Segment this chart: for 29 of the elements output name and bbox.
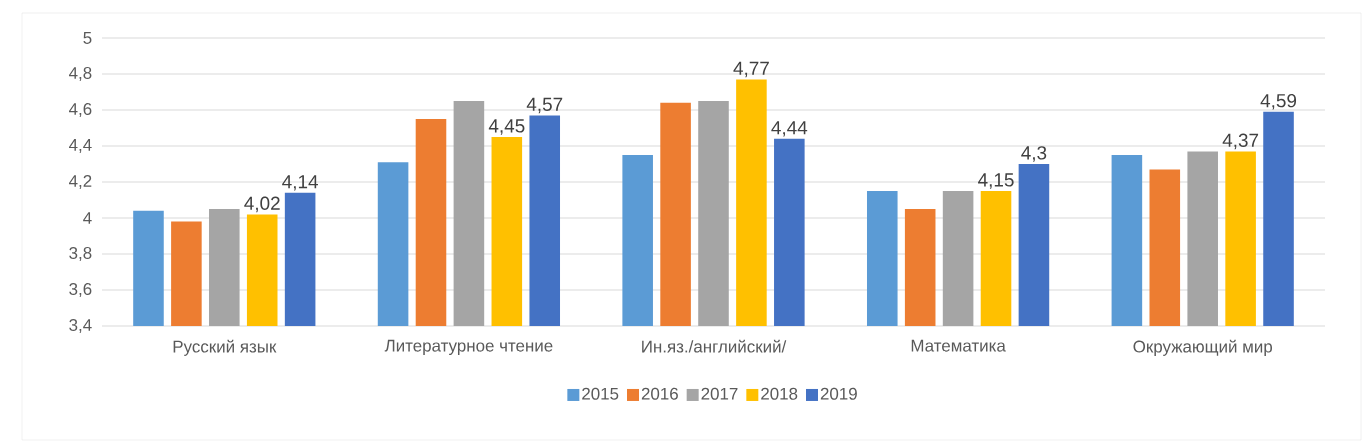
data-label: 4,3 [1021, 146, 1047, 162]
legend-label: 2017 [701, 387, 738, 400]
data-label: 4,77 [733, 61, 769, 78]
data-label: 4,14 [282, 175, 318, 191]
y-tick-label: 3,6 [69, 283, 92, 297]
y-tick-label: 4,8 [69, 67, 92, 81]
legend-label: 2019 [820, 387, 857, 400]
x-tick-label: Ин.яз./английский/ [642, 339, 787, 353]
y-tick-label: 3,8 [69, 247, 92, 261]
y-tick-label: 4,4 [69, 139, 92, 153]
x-tick-label: Русский язык [173, 339, 277, 356]
x-tick-label: Литературное чтение [384, 339, 553, 356]
y-tick-label: 4,6 [69, 103, 92, 117]
data-label: 4,37 [1222, 133, 1259, 150]
x-tick-label: Математика [911, 339, 1006, 352]
legend-label: 2015 [582, 387, 619, 400]
legend-label: 2016 [641, 387, 678, 400]
data-label: 4,57 [526, 97, 563, 114]
data-label: 4,02 [244, 196, 280, 213]
x-tick-label: Окружающий мир [1133, 339, 1273, 356]
data-label: 4,44 [771, 121, 808, 137]
y-tick-label: 3,4 [69, 319, 92, 333]
legend-label: 2018 [761, 387, 798, 400]
data-label: 4,45 [488, 119, 525, 135]
data-label: 4,59 [1260, 93, 1297, 110]
y-tick-label: 5 [83, 32, 92, 44]
data-label: 4,15 [978, 173, 1014, 189]
y-tick-label: 4,2 [69, 175, 92, 189]
y-tick-label: 4 [83, 212, 92, 224]
